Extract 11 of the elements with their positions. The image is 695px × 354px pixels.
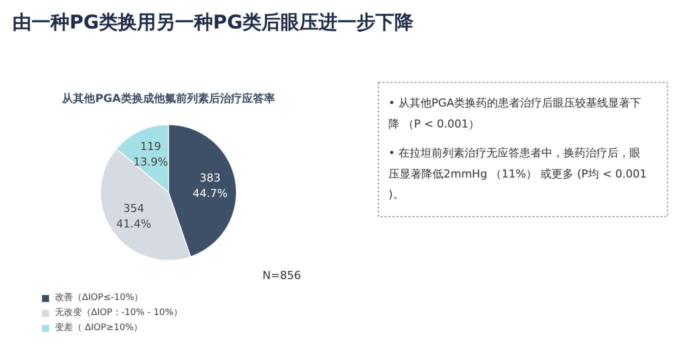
data-label: 119 13.9% <box>133 140 168 169</box>
text: • 在拉坦前列素治疗无应答患者中，换药治疗后，眼压显著降低2mmHg （11%） 或更多 (P均 < 0.001)。 <box>388 146 647 202</box>
chart-subtitle: 从其他PGA类换成他氟前列素后治疗应答率 <box>61 92 275 105</box>
data-label: 383 44.7% <box>192 171 228 200</box>
chart-title: 由一种PG类换用另一种PG类后眼压进一步下降 <box>12 12 415 34</box>
legend-label: 改善（ΔIOP≤-10%） <box>55 291 144 304</box>
text: N=856 <box>262 269 301 282</box>
legend-label: 无改变（ΔIOP：-10% - 10%） <box>55 306 183 319</box>
data-label: 354 41.4% <box>116 202 152 231</box>
text: • 从其他PGA类换药的患者治疗后眼压较基线显著下降 （P < 0.001） <box>388 96 642 130</box>
legend-label: 变差（ ΔIOP≥10%） <box>55 322 143 334</box>
